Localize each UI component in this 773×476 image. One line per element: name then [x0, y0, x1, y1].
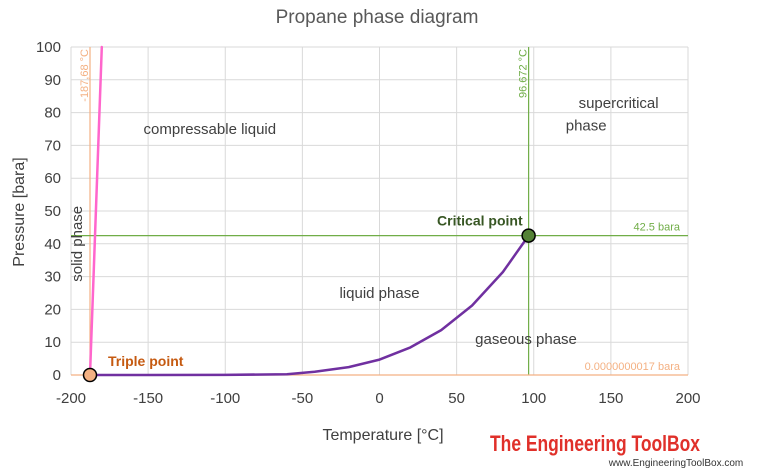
- y-tick-label: 30: [44, 269, 61, 286]
- reference-line-label: 0.0000000017 bara: [585, 361, 681, 373]
- y-tick-label: 10: [44, 334, 61, 351]
- y-axis-label: Pressure [bara]: [11, 157, 28, 266]
- region-label: liquid phase: [339, 285, 419, 302]
- reference-line-label: 96.672 °C: [518, 49, 530, 98]
- x-axis-label: Temperature [°C]: [322, 427, 443, 444]
- x-tick-label: -200: [56, 390, 86, 407]
- x-tick-label: 100: [521, 390, 546, 407]
- y-tick-label: 70: [44, 137, 61, 154]
- series-lines: [88, 45, 530, 377]
- phase-point-label: Triple point: [108, 353, 184, 369]
- chart-title: Propane phase diagram: [276, 7, 479, 28]
- x-tick-label: -100: [210, 390, 240, 407]
- phase-point-markers: Triple point Critical point: [82, 213, 536, 383]
- series-line-1: [88, 234, 530, 377]
- y-tick-label: 90: [44, 72, 61, 89]
- y-tick-label: 0: [53, 367, 61, 384]
- region-label: supercritical: [579, 95, 659, 112]
- phase-point-marker: [521, 228, 536, 243]
- x-tick-label: -50: [292, 390, 314, 407]
- x-tick-label: 150: [598, 390, 623, 407]
- x-tick-label: 200: [675, 390, 700, 407]
- logo-url: www.EngineeringToolBox.com: [608, 458, 744, 469]
- phase-point-marker: [82, 367, 98, 383]
- series-line-2: [88, 45, 104, 377]
- y-tick-label: 60: [44, 170, 61, 187]
- y-tick-label: 100: [36, 39, 61, 56]
- y-tick-label: 80: [44, 105, 61, 122]
- region-label: gaseous phase: [475, 331, 577, 348]
- logo-text: The Engineering ToolBox: [490, 431, 701, 456]
- reference-line-label: 42.5 bara: [634, 222, 681, 234]
- x-axis-ticks: -200 -150 -100 -50 0 50 100 150 200: [56, 390, 701, 407]
- engineering-toolbox-logo: The Engineering ToolBox www.EngineeringT…: [490, 431, 743, 469]
- region-labels: compressable liquid liquid phase gaseous p…: [69, 95, 659, 348]
- y-axis-ticks: 0 10 20 30 40 50 60 70 80 90 100: [36, 39, 61, 384]
- y-tick-label: 20: [44, 301, 61, 318]
- y-tick-label: 40: [44, 236, 61, 253]
- phase-point-label: Critical point: [437, 213, 523, 229]
- region-label: compressable liquid: [144, 121, 277, 138]
- x-tick-label: 50: [448, 390, 465, 407]
- reference-lines: -187,68 °C 96.672 °C 42.5 bara 0.0000000017…: [71, 47, 688, 376]
- reference-line-label: -187,68 °C: [79, 49, 91, 102]
- x-tick-label: 0: [375, 390, 383, 407]
- x-tick-label: -150: [133, 390, 163, 407]
- region-label: solid phase: [69, 206, 86, 282]
- grid: [70, 46, 689, 376]
- region-label: phase: [566, 118, 607, 135]
- y-tick-label: 50: [44, 203, 61, 220]
